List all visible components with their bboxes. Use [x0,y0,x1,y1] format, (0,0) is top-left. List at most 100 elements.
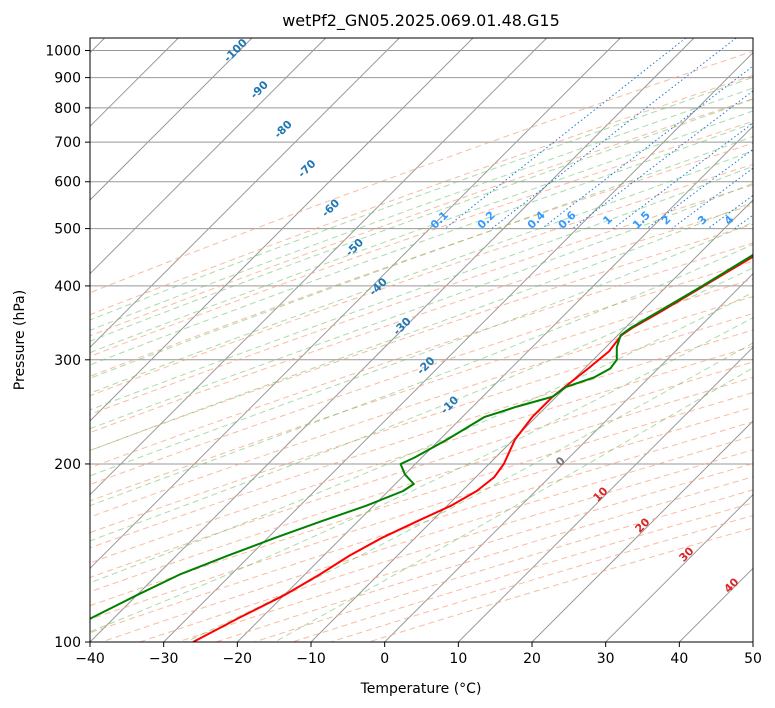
moist-adiabat-line [90,267,753,542]
isotherm-line [90,38,548,496]
background-lines [90,38,753,642]
mixing-ratio-label: 4 [722,213,737,228]
y-tick-label: 400 [54,279,81,295]
isotherm-line [90,38,400,349]
moist-adiabat-line [90,291,753,584]
temperature-line [192,255,753,642]
y-axis-label: Pressure (hPa) [12,290,28,390]
mixing-ratio-line [444,38,687,229]
moist-adiabat-line [185,342,753,642]
moist-adiabat-line [90,98,753,342]
mixing-ratio-line [572,90,753,229]
chart-title: wetPf2_GN05.2025.069.01.48.G15 [282,11,560,31]
profile-lines [90,253,753,642]
plot-area: -100-90-80-70-60-50-40-30-20-10010203040… [90,38,775,642]
dry-adiabat-label: -90 [248,78,271,101]
dry-adiabat-line [90,74,753,316]
x-tick-label: −20 [223,651,253,667]
dry-adiabat-line [90,223,753,451]
isotherm-line [310,199,753,642]
moist-adiabat-line [90,165,753,411]
y-tick-label: 1000 [45,44,81,60]
isotherm-line [236,125,753,642]
moist-adiabat-line [90,135,753,379]
mixing-ratio-line [541,65,753,229]
dry-adiabat-line [90,260,753,486]
adiabat-lines [90,50,753,642]
x-tick-label: −40 [75,651,105,667]
dry-adiabat-label: -80 [272,117,295,140]
mixing-ratio-line [734,214,753,230]
y-tick-label: 100 [54,635,81,651]
mixing-ratio-label: 1 [600,213,615,228]
x-tick-label: 30 [597,651,615,667]
x-tick-label: 50 [744,651,762,667]
moist-adiabat-line [90,150,753,394]
dry-adiabat-line [90,329,753,549]
dry-adiabat-line [101,435,753,642]
moist-adiabat-label: 30 [677,544,697,564]
dry-adiabat-label: -30 [391,314,414,337]
moist-adiabat-line [90,182,753,430]
dry-adiabat-line [90,163,753,397]
x-tick-label: 0 [380,651,389,667]
dry-adiabat-line [368,527,753,642]
dry-adiabat-line [90,295,753,518]
y-tick-label: 700 [54,135,81,151]
dry-adiabat-line [90,278,753,502]
isotherm-line [605,493,753,642]
x-tick-label: 10 [449,651,467,667]
dry-adiabat-label: -70 [295,157,318,180]
mixing-ratio-line [491,38,737,229]
dry-adiabat-line [330,514,753,642]
dry-adiabat-line [90,361,753,578]
isotherm-line [90,38,253,201]
moist-adiabat-label: 10 [591,484,611,504]
y-tick-label: 300 [54,353,81,369]
mixing-ratio-line [671,167,753,229]
dry-adiabat-label: -10 [438,393,461,416]
isotherm-line [90,38,695,642]
moist-adiabat-line [90,201,753,452]
moist-adiabat-line [90,221,753,477]
isotherm-line [384,272,753,642]
y-tick-label: 600 [54,175,81,191]
dry-adiabat-line [90,242,753,469]
isotherm-line [90,38,474,422]
dry-adiabat-line [90,98,753,337]
mixing-ratio-label: 6 [761,213,775,228]
dry-adiabat-label: -20 [414,354,437,377]
dry-adiabat-line [90,345,753,564]
y-tick-label: 900 [54,71,81,87]
isotherm-line [457,346,753,642]
mixing-ratio-line [612,122,753,229]
isotherm-line [531,420,753,642]
x-tick-label: 40 [670,651,688,667]
x-tick-label: −30 [149,651,179,667]
x-tick-label: −10 [296,651,326,667]
dry-adiabat-line [90,50,753,294]
dry-adiabat-line [90,204,753,434]
moist-adiabat-line [90,243,753,507]
moist-adiabat-line [90,87,753,331]
dry-adiabat-line [90,312,753,534]
dry-adiabat-line [90,392,753,607]
dry-adiabat-label: -60 [319,196,342,219]
moist-adiabat-line [90,76,753,321]
dewpoint-line [90,253,753,620]
y-axis: 100 200 300 400 500 600 700 800 900 1000 [45,44,90,651]
moist-adiabat-line [274,367,753,642]
moist-adiabat-label: 40 [722,575,742,595]
dry-adiabat-line [90,376,753,593]
mixing-ratio-label: 2 [659,213,674,228]
isotherm-line [752,641,753,642]
x-axis-label: Temperature (°C) [360,681,482,697]
y-tick-label: 200 [54,457,81,473]
x-tick-label: 20 [523,651,541,667]
dry-adiabat-label: -40 [367,275,390,298]
y-tick-label: 800 [54,101,81,117]
y-tick-label: 500 [54,222,81,238]
plot-frame [89,37,754,643]
isotherm-line [163,51,753,642]
